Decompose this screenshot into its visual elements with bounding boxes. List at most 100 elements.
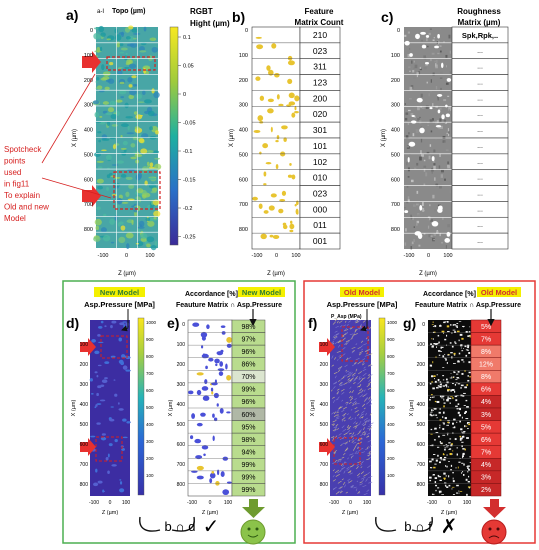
- topo-spot: [142, 90, 146, 96]
- pressure-texture-mark: [346, 468, 350, 471]
- pressure-texture-mark: [355, 402, 360, 405]
- intersect-texture-mark: [446, 399, 449, 400]
- roughness-speck: [440, 169, 444, 173]
- pressure-texture-mark: [349, 386, 352, 390]
- intersect-texture-mark: [453, 376, 455, 378]
- intersect-texture-mark: [453, 324, 457, 326]
- pressure-spot: [104, 361, 110, 364]
- pressure-texture-mark: [336, 460, 341, 463]
- roughness-white-spot: [421, 44, 427, 49]
- feature-count-value: 023: [313, 189, 327, 199]
- x-tick-label: 0: [275, 253, 278, 259]
- intersect-texture-mark: [457, 411, 460, 413]
- roughness-speck: [435, 63, 437, 67]
- intersect-blob: [208, 357, 214, 362]
- roughness-speck: [412, 216, 414, 221]
- pressure-spot: [119, 481, 123, 485]
- feature-count-value: 001: [313, 236, 327, 246]
- y-tick-label: 400: [417, 402, 426, 408]
- pressure-texture-mark: [356, 319, 359, 323]
- accordance-table-old: 5%7%8%12%8%6%4%3%5%6%7%4%3%2%: [470, 319, 502, 497]
- colorbar-tick-label: 700: [146, 371, 154, 376]
- pressure-texture-mark: [340, 383, 345, 387]
- pressure-texture-mark: [336, 351, 341, 353]
- roughness-speck: [432, 160, 435, 163]
- pressure-texture-mark: [368, 426, 372, 431]
- topo-spot: [121, 153, 126, 156]
- pressure-texture-mark: [344, 364, 348, 368]
- colorbar-tick-label: 800: [387, 354, 395, 359]
- roughness-cell-value: ...: [477, 191, 483, 198]
- topo-spot: [131, 28, 139, 33]
- intersect-texture-mark: [438, 435, 440, 438]
- topo-spot: [117, 197, 123, 205]
- topo-spot: [97, 131, 102, 134]
- topo-spot: [154, 163, 162, 170]
- intersect-texture-mark: [442, 422, 445, 424]
- feature-blob: [287, 174, 293, 178]
- intersect-texture-mark: [445, 485, 447, 487]
- panel-f-badge-bg: [340, 287, 384, 297]
- roughness-speck: [413, 115, 416, 118]
- intersect-texture-mark: [443, 321, 446, 324]
- intersect-texture-mark: [468, 371, 471, 374]
- topo-spot: [94, 111, 100, 118]
- spotcheck-box-f-lower: [333, 437, 361, 465]
- intersect-blob: [200, 331, 208, 338]
- roughness-white-spot: [446, 77, 452, 82]
- pressure-texture-mark: [338, 367, 340, 370]
- pressure-texture-mark: [367, 387, 372, 390]
- roughness-speck: [416, 73, 418, 78]
- pressure-texture-mark: [369, 412, 372, 416]
- y-tick-label: 800: [239, 227, 248, 233]
- topo-spot: [106, 186, 109, 191]
- intersect-texture-mark: [445, 358, 447, 361]
- topo-spot: [98, 25, 105, 33]
- roughness-speck: [414, 167, 417, 169]
- pressure-texture-mark: [339, 437, 343, 440]
- panel-a-prefix: a-I: [97, 9, 104, 15]
- intersect-texture-mark: [436, 346, 437, 348]
- accordance-cell: [470, 483, 502, 497]
- intersect-texture-mark: [438, 476, 442, 478]
- intersect-texture-mark: [431, 397, 434, 398]
- intersect-blob: [210, 387, 214, 392]
- feature-count-value: 020: [313, 109, 327, 119]
- intersect-texture-mark: [469, 335, 472, 338]
- topo-spot: [132, 83, 137, 87]
- roughness-white-spot: [424, 61, 430, 65]
- topo-spot: [109, 172, 113, 176]
- pressure-texture-mark: [367, 419, 370, 422]
- topo-spot: [135, 196, 140, 200]
- topo-spot: [154, 157, 160, 160]
- spotcheck-text-line: Spotcheck: [4, 145, 42, 154]
- roughness-speck: [436, 230, 439, 232]
- feature-blob: [252, 196, 258, 201]
- panel-d-badge: New Model: [100, 288, 139, 297]
- pressure-texture-mark: [349, 390, 352, 394]
- pressure-texture-mark: [357, 475, 361, 478]
- roughness-speck: [414, 64, 418, 69]
- red-arrow-d-lower: [80, 438, 96, 456]
- roughness-white-spot: [425, 34, 430, 38]
- pressure-texture-mark: [366, 401, 370, 405]
- intersect-texture-mark: [455, 379, 458, 381]
- intersect-texture-mark: [430, 394, 433, 396]
- intersect-texture-mark: [444, 338, 447, 341]
- pressure-texture-mark: [342, 452, 346, 456]
- intersect-blob: [222, 489, 230, 496]
- pressure-texture-mark: [353, 421, 357, 424]
- roughness-speck: [432, 103, 434, 107]
- feature-blob: [287, 78, 293, 85]
- roughness-speck: [416, 162, 419, 166]
- intersect-texture-mark: [465, 349, 469, 351]
- roughness-speck: [439, 153, 441, 158]
- topo-spot: [120, 135, 123, 138]
- intersect-texture-mark: [462, 473, 465, 476]
- pressure-texture-mark: [363, 423, 366, 426]
- accordance-value: 86%: [241, 362, 255, 369]
- topo-spot: [125, 52, 128, 55]
- intersect-texture-mark: [437, 475, 440, 477]
